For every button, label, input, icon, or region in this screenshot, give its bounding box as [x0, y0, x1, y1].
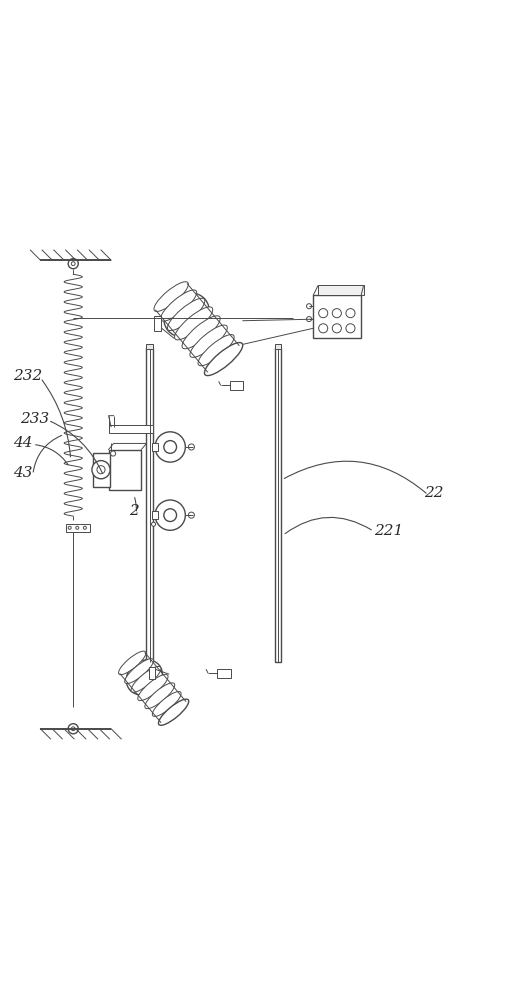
Ellipse shape	[119, 651, 146, 675]
Circle shape	[188, 512, 194, 518]
Ellipse shape	[159, 699, 189, 725]
Circle shape	[319, 309, 328, 318]
Text: 221: 221	[374, 524, 403, 538]
FancyArrowPatch shape	[135, 498, 136, 511]
Bar	[217, 669, 231, 678]
Bar	[313, 295, 361, 338]
Circle shape	[152, 522, 156, 526]
Bar	[275, 344, 281, 349]
Bar	[152, 443, 158, 451]
Ellipse shape	[168, 298, 205, 331]
Circle shape	[188, 444, 194, 450]
Bar	[152, 511, 158, 519]
Text: 2: 2	[129, 504, 138, 518]
FancyArrowPatch shape	[33, 435, 62, 472]
Text: 43: 43	[13, 466, 32, 480]
Ellipse shape	[160, 700, 187, 724]
Circle shape	[129, 427, 134, 432]
Circle shape	[346, 324, 355, 333]
Circle shape	[68, 259, 78, 269]
Ellipse shape	[198, 335, 234, 366]
Circle shape	[92, 461, 110, 479]
Ellipse shape	[190, 325, 227, 357]
Circle shape	[76, 526, 79, 529]
Ellipse shape	[145, 683, 175, 709]
Circle shape	[113, 426, 120, 433]
FancyArrowPatch shape	[285, 517, 371, 534]
Ellipse shape	[153, 692, 181, 716]
Bar	[318, 285, 364, 295]
Bar	[109, 425, 153, 433]
Circle shape	[332, 324, 341, 333]
Circle shape	[83, 526, 86, 529]
Text: 233: 233	[20, 412, 49, 426]
Ellipse shape	[154, 282, 188, 311]
Ellipse shape	[131, 666, 161, 692]
Bar	[111, 427, 146, 432]
Bar	[149, 667, 155, 679]
Circle shape	[111, 451, 116, 456]
Circle shape	[319, 324, 328, 333]
Bar	[109, 450, 141, 490]
Circle shape	[164, 509, 177, 522]
Circle shape	[97, 466, 105, 474]
Bar	[230, 381, 243, 390]
Ellipse shape	[207, 344, 241, 374]
Circle shape	[71, 262, 75, 266]
Bar	[275, 349, 281, 662]
Ellipse shape	[164, 293, 210, 337]
Circle shape	[68, 526, 71, 529]
Circle shape	[71, 727, 75, 731]
Circle shape	[68, 724, 78, 734]
Text: 22: 22	[424, 486, 444, 500]
Circle shape	[155, 500, 185, 530]
Circle shape	[307, 304, 312, 309]
Ellipse shape	[205, 343, 243, 376]
Ellipse shape	[161, 290, 197, 321]
Bar	[146, 349, 153, 662]
Text: 232: 232	[13, 369, 42, 383]
Bar	[93, 453, 110, 487]
Text: 44: 44	[13, 436, 32, 450]
Circle shape	[332, 309, 341, 318]
Bar	[154, 316, 161, 331]
Circle shape	[307, 317, 312, 322]
Ellipse shape	[182, 316, 220, 349]
Ellipse shape	[138, 674, 168, 701]
Bar	[146, 344, 153, 349]
Circle shape	[155, 432, 185, 462]
FancyArrowPatch shape	[42, 380, 71, 457]
Bar	[66, 524, 90, 532]
Circle shape	[164, 441, 177, 453]
Circle shape	[346, 309, 355, 318]
Ellipse shape	[125, 659, 154, 684]
Ellipse shape	[126, 660, 163, 695]
Ellipse shape	[175, 307, 213, 340]
FancyArrowPatch shape	[284, 461, 426, 493]
FancyArrowPatch shape	[50, 421, 103, 473]
FancyArrowPatch shape	[35, 445, 68, 465]
